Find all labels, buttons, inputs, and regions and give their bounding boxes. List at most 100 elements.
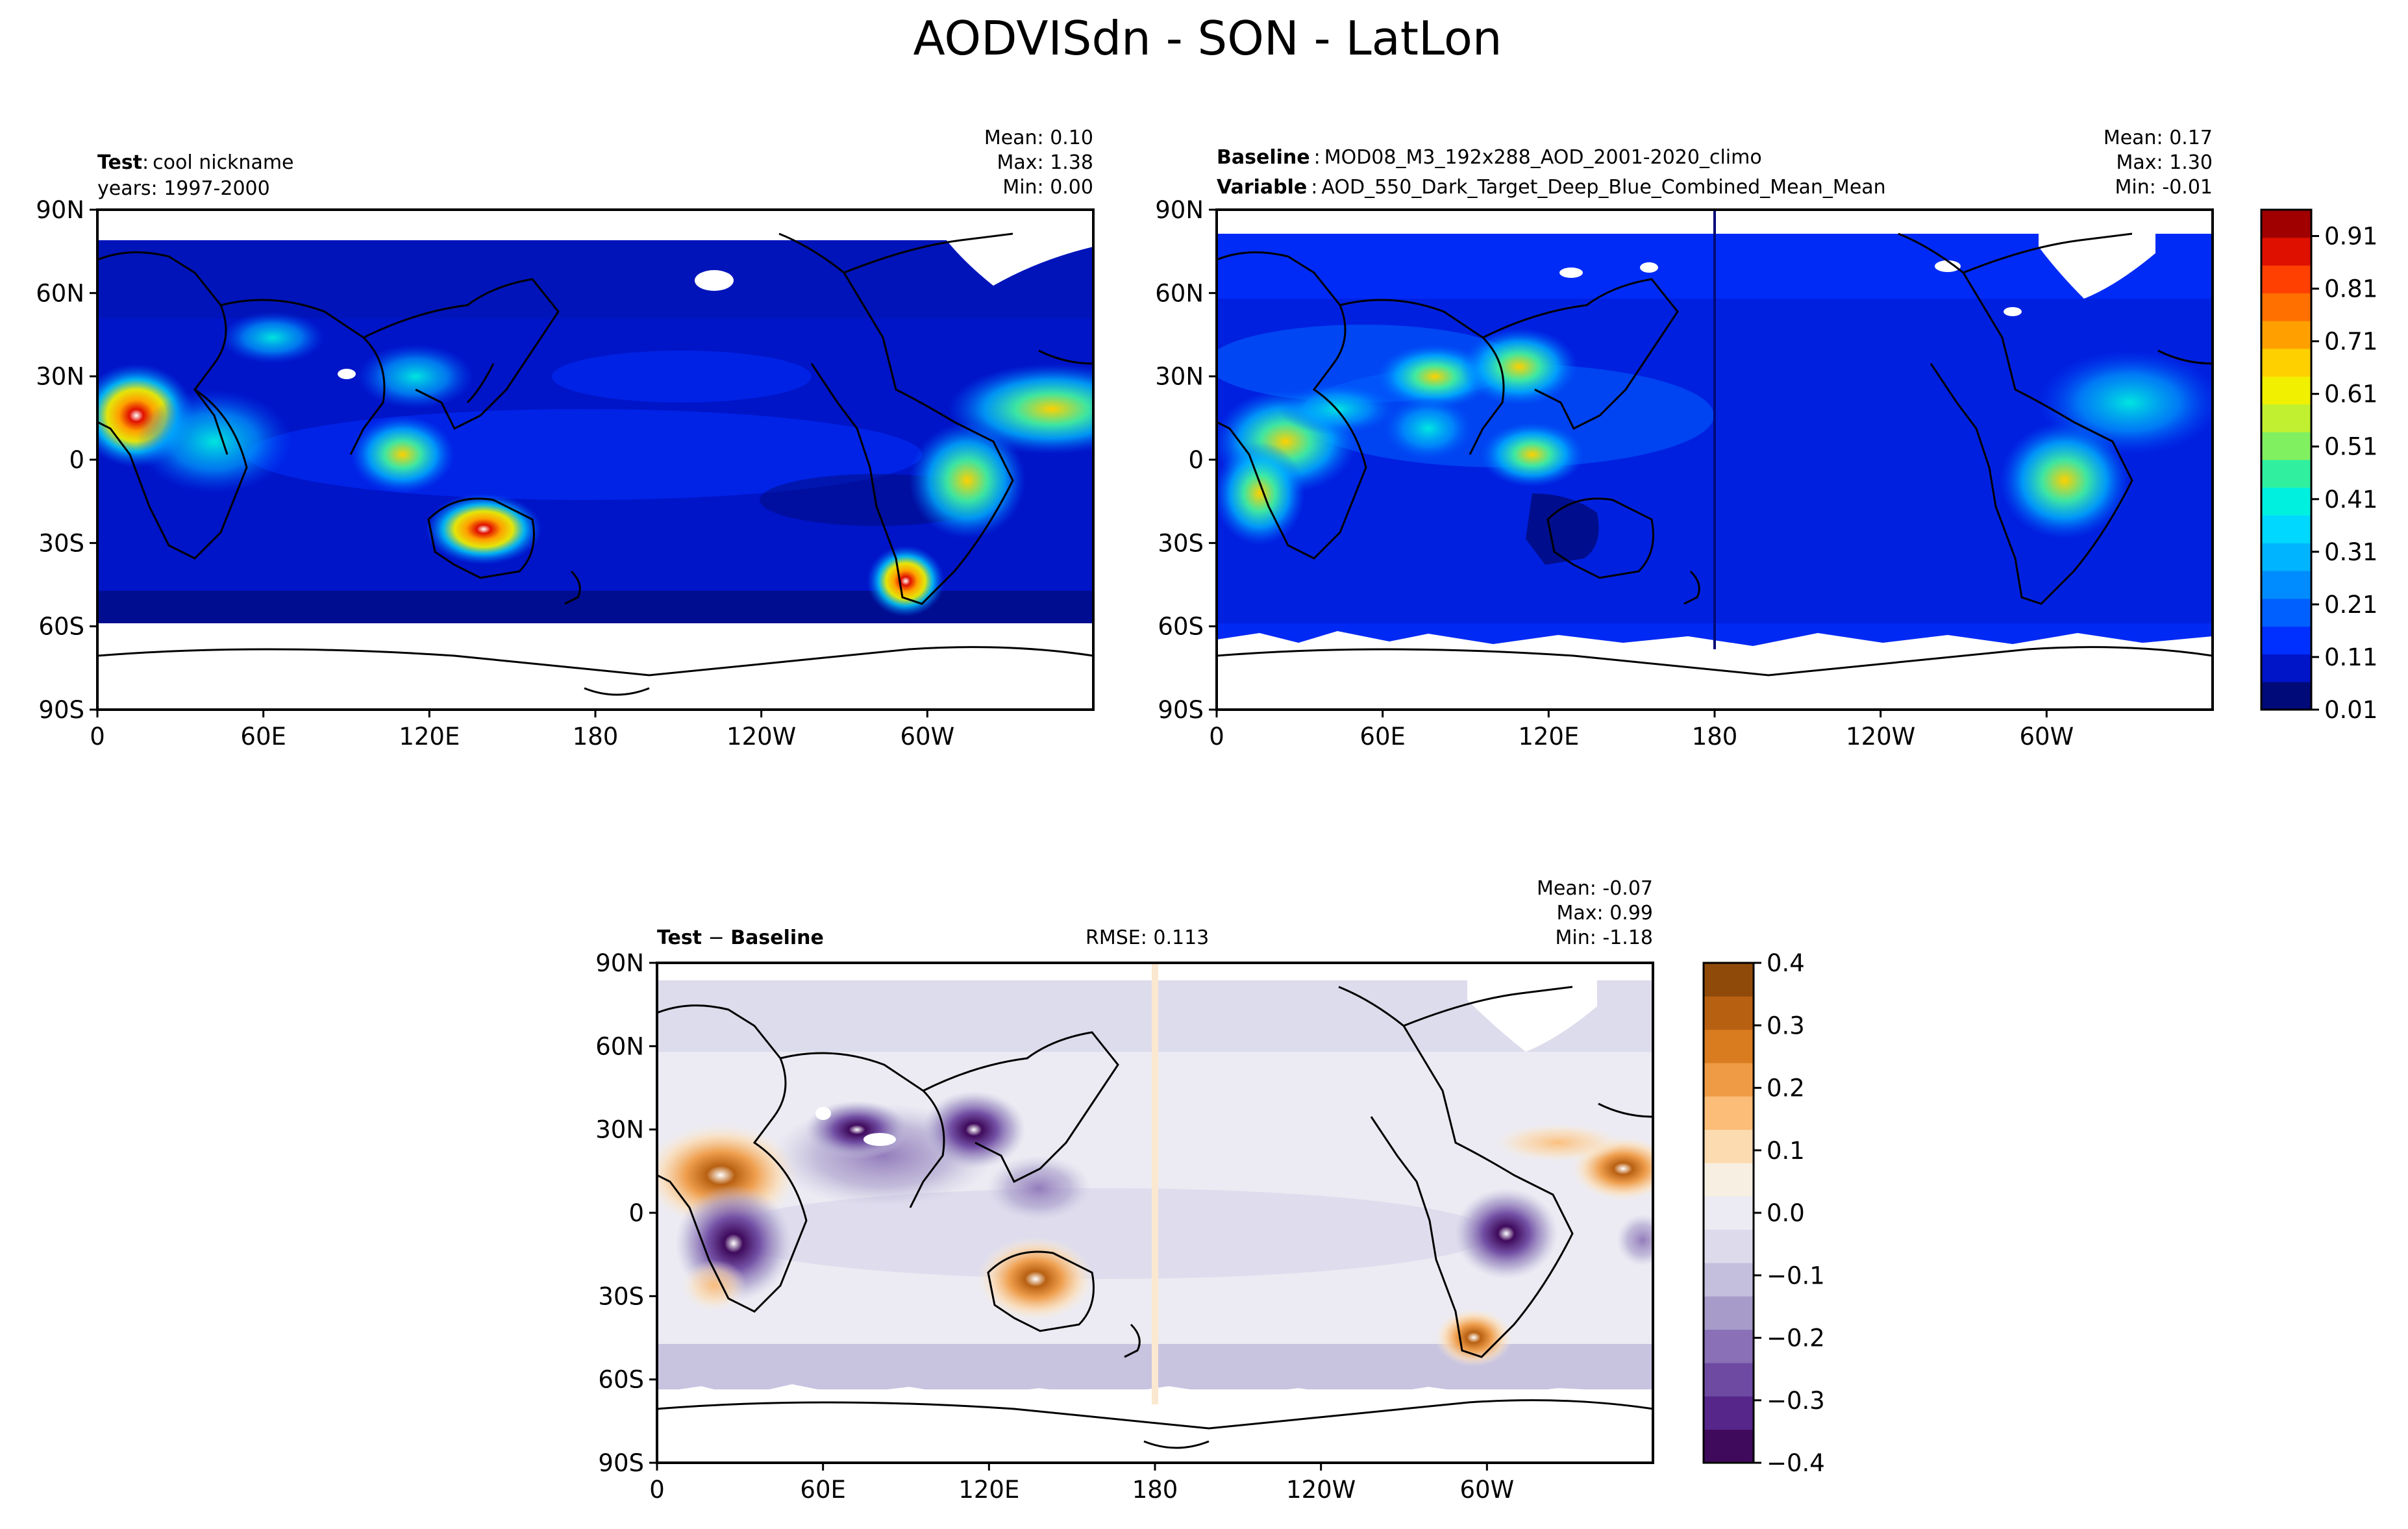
aod-colorbar-segment	[2261, 293, 2311, 321]
baseline-panel: Baseline: MOD08_M3_192x288_AOD_2001-2020_…	[1155, 127, 2214, 751]
aod-colorbar-tick-label: 0.01	[2324, 696, 2377, 724]
aod-colorbar-segment	[2261, 321, 2311, 349]
diff-label: Test − Baseline	[657, 926, 824, 949]
diff-colorbar-tick-label: 0.4	[1767, 949, 1805, 977]
test-axes: 0 60E 120E 180 120W 60W 90N 60N 30N 0 30S 60S 90S	[36, 196, 954, 751]
baseline-variable: Variable: AOD_550_Dark_Target_Deep_Blue_C…	[1217, 176, 1886, 199]
baseline-label-bold: Baseline	[1217, 146, 1310, 169]
diff-colorbar-segment	[1704, 1329, 1754, 1363]
test-hotspot-australia	[425, 493, 542, 565]
test-xtick-label: 60E	[240, 723, 286, 751]
baseline-axes: 0 60E 120E 180 120W 60W 90N 60N 30N 0 30S 60S 90S	[1155, 196, 2074, 751]
test-ytick-label: 60S	[38, 613, 84, 641]
aod-colorbar-ticks: 0.01 0.11 0.21 0.31 0.41 0.51 0.61 0.71 0.81 0.91	[2311, 223, 2377, 724]
aod-colorbar-segment	[2261, 376, 2311, 404]
test-panel: Test: cool nickname years: 1997-2000 Mean…	[36, 127, 1095, 751]
baseline-xtick-label: 60E	[1359, 723, 1405, 751]
diff-colorbar-tick-label: 0.2	[1767, 1075, 1805, 1102]
aod-colorbar-segment	[2261, 487, 2311, 516]
diff-xtick-label: 60E	[800, 1476, 845, 1504]
diff-colorbar-segments	[1704, 963, 1754, 1463]
test-label: Test: cool nickname	[97, 151, 294, 174]
aod-colorbar-segment	[2261, 210, 2311, 238]
baseline-ytick-label: 0	[1188, 446, 1204, 474]
aod-colorbar-segment	[2261, 543, 2311, 571]
diff-xtick-label: 180	[1132, 1476, 1178, 1504]
aod-colorbar-segment	[2261, 654, 2311, 682]
test-xtick-label: 0	[90, 723, 105, 751]
baseline-ytick-label: 90N	[1155, 196, 1204, 224]
diff-colorbar-tick-label: −0.1	[1767, 1262, 1825, 1289]
diff-ytick-label: 0	[628, 1199, 644, 1227]
test-map-field	[97, 210, 1093, 710]
diff-colorbar-tick-label: 0.0	[1767, 1199, 1805, 1227]
diff-ytick-label: 30N	[595, 1116, 644, 1144]
diff-coastlines	[657, 986, 1653, 1449]
test-ytick-label: 60N	[36, 279, 84, 307]
diff-colorbar-segment	[1704, 1229, 1754, 1263]
baseline-ytick-label: 30S	[1158, 529, 1204, 557]
test-ytick-label: 90N	[36, 196, 84, 224]
test-label-text: cool nickname	[153, 151, 293, 174]
diff-colorbar-tick-label: −0.4	[1767, 1449, 1825, 1477]
baseline-xtick-label: 0	[1209, 723, 1224, 751]
diff-colorbar-segment	[1704, 1096, 1754, 1130]
aod-colorbar-tick-label: 0.91	[2324, 223, 2377, 251]
diff-colorbar: 0.4 0.3 0.2 0.1 0.0 −0.1 −0.2 −0.3 −0.4	[1702, 949, 1825, 1477]
diff-label-minus: −	[702, 926, 730, 949]
aod-colorbar-segment	[2261, 515, 2311, 543]
baseline-map-field	[1217, 210, 2213, 710]
diff-mean: Mean: -0.07	[1537, 877, 1653, 900]
baseline-ytick-label: 30N	[1155, 363, 1204, 391]
test-ytick-label: 30N	[36, 363, 84, 391]
aod-colorbar-segment	[2261, 404, 2311, 432]
baseline-xtick-label: 120E	[1518, 723, 1579, 751]
aod-colorbar-tick-label: 0.51	[2324, 433, 2377, 461]
diff-colorbar-segment	[1704, 1363, 1754, 1397]
baseline-xtick-label: 120W	[1846, 723, 1915, 751]
aod-colorbar: 0.01 0.11 0.21 0.31 0.41 0.51 0.61 0.71 0.81 0.91	[2260, 208, 2377, 724]
diff-xtick-label: 60W	[1459, 1476, 1514, 1504]
diff-ytick-label: 30S	[598, 1282, 644, 1310]
diff-max: Max: 0.99	[1557, 902, 1653, 925]
diff-colorbar-tick-label: 0.3	[1767, 1012, 1805, 1039]
diff-colorbar-tick-label: −0.2	[1767, 1324, 1825, 1352]
diff-colorbar-segment	[1704, 1063, 1754, 1097]
test-xtick-label: 120E	[399, 723, 460, 751]
diff-colorbar-segment	[1704, 996, 1754, 1030]
aod-colorbar-tick-label: 0.81	[2324, 275, 2377, 303]
baseline-ytick-label: 90S	[1158, 696, 1204, 724]
baseline-xtick-label: 60W	[2019, 723, 2074, 751]
diff-xtick-label: 120W	[1286, 1476, 1356, 1504]
baseline-min: Min: -0.01	[2115, 176, 2213, 199]
diff-xtick-label: 0	[649, 1476, 665, 1504]
aod-colorbar-segment	[2261, 348, 2311, 377]
aod-colorbar-segment	[2261, 626, 2311, 654]
test-max: Max: 1.38	[997, 151, 1093, 174]
test-label-sep: :	[142, 151, 149, 174]
baseline-max: Max: 1.30	[2116, 151, 2213, 174]
diff-colorbar-tick-label: 0.1	[1767, 1137, 1805, 1165]
diff-ytick-label: 60S	[598, 1366, 644, 1394]
baseline-xtick-label: 180	[1692, 723, 1738, 751]
test-xtick-label: 180	[573, 723, 619, 751]
diff-ytick-label: 90N	[595, 949, 644, 977]
aod-colorbar-segment	[2261, 571, 2311, 599]
aod-colorbar-segment	[2261, 598, 2311, 627]
diff-colorbar-segment	[1704, 1396, 1754, 1430]
diff-panel: Test − Baseline RMSE: 0.113 Mean: -0.07 …	[595, 877, 1654, 1504]
diff-colorbar-segment	[1704, 1163, 1754, 1197]
diff-axes: 0 60E 120E 180 120W 60W 90N 60N 30N 0 30S 60S 90S	[595, 949, 1514, 1504]
diff-colorbar-segment	[1704, 1263, 1754, 1297]
diff-xtick-label: 120E	[958, 1476, 1019, 1504]
baseline-var-text: AOD_550_Dark_Target_Deep_Blue_Combined_M…	[1321, 176, 1885, 199]
baseline-mean: Mean: 0.17	[2104, 127, 2213, 149]
aod-colorbar-segment	[2261, 460, 2311, 488]
diff-label-baseline: Baseline	[730, 926, 824, 949]
diff-hotspot-australia	[977, 1237, 1094, 1321]
diff-ytick-label: 90S	[598, 1449, 644, 1477]
aod-colorbar-segment	[2261, 265, 2311, 293]
test-mean: Mean: 0.10	[984, 127, 1093, 149]
aod-colorbar-segment	[2261, 237, 2311, 266]
